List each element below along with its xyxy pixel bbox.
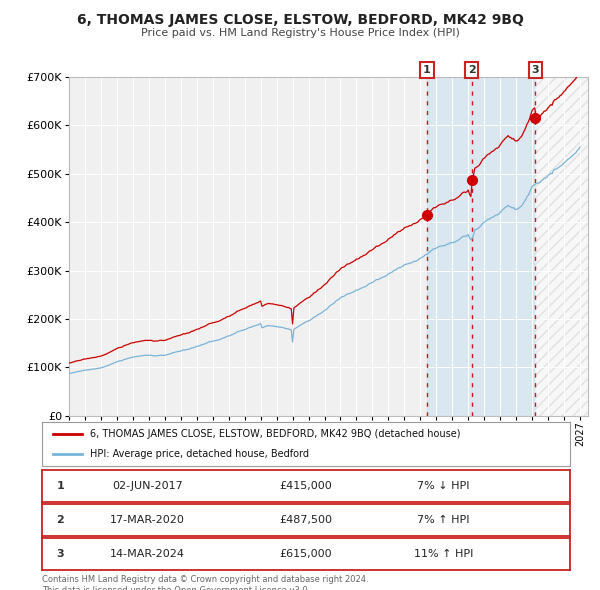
Text: £487,500: £487,500 [280, 515, 332, 525]
Text: 3: 3 [56, 549, 64, 559]
Text: £615,000: £615,000 [280, 549, 332, 559]
Text: 14-MAR-2024: 14-MAR-2024 [110, 549, 185, 559]
Text: 11% ↑ HPI: 11% ↑ HPI [413, 549, 473, 559]
Bar [535, 77, 588, 416]
Text: 2: 2 [56, 515, 64, 525]
Text: 7% ↑ HPI: 7% ↑ HPI [417, 515, 470, 525]
Text: 6, THOMAS JAMES CLOSE, ELSTOW, BEDFORD, MK42 9BQ: 6, THOMAS JAMES CLOSE, ELSTOW, BEDFORD, … [77, 13, 523, 27]
Text: 3: 3 [532, 65, 539, 75]
Text: 1: 1 [56, 481, 64, 490]
Text: Contains HM Land Registry data © Crown copyright and database right 2024.
This d: Contains HM Land Registry data © Crown c… [42, 575, 368, 590]
Text: 1: 1 [423, 65, 431, 75]
Text: £415,000: £415,000 [280, 481, 332, 490]
Text: 7% ↓ HPI: 7% ↓ HPI [417, 481, 470, 490]
Text: HPI: Average price, detached house, Bedford: HPI: Average price, detached house, Bedf… [89, 449, 308, 458]
Text: Price paid vs. HM Land Registry's House Price Index (HPI): Price paid vs. HM Land Registry's House … [140, 28, 460, 38]
Bar [535, 77, 588, 416]
Bar [427, 77, 535, 416]
Text: 02-JUN-2017: 02-JUN-2017 [112, 481, 183, 490]
Text: 17-MAR-2020: 17-MAR-2020 [110, 515, 185, 525]
Text: 6, THOMAS JAMES CLOSE, ELSTOW, BEDFORD, MK42 9BQ (detached house): 6, THOMAS JAMES CLOSE, ELSTOW, BEDFORD, … [89, 429, 460, 439]
Text: 2: 2 [468, 65, 475, 75]
